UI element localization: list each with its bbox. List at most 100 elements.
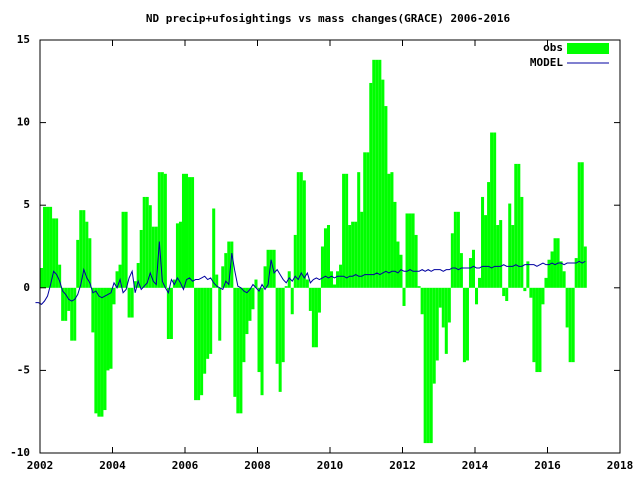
- bar: [502, 287, 506, 297]
- bar: [175, 223, 179, 288]
- bar: [366, 152, 370, 288]
- bar: [568, 287, 572, 363]
- bar: [194, 287, 198, 401]
- plot-area: [35, 59, 587, 444]
- x-tick-label: 2014: [462, 459, 489, 472]
- bar: [514, 163, 518, 288]
- bar: [136, 263, 140, 288]
- x-tick-label: 2008: [244, 459, 271, 472]
- bar: [411, 213, 415, 288]
- bar: [372, 59, 376, 288]
- bar: [326, 225, 330, 288]
- bar: [562, 271, 566, 288]
- bar: [230, 241, 234, 288]
- bar: [118, 264, 122, 288]
- x-tick-label: 2010: [317, 459, 344, 472]
- bar: [82, 210, 86, 288]
- bar: [490, 132, 494, 288]
- bar: [236, 287, 240, 414]
- bar: [290, 287, 294, 315]
- bar: [212, 208, 216, 288]
- bar: [444, 287, 448, 354]
- bar: [296, 172, 300, 288]
- bar: [49, 206, 53, 288]
- bar: [148, 205, 152, 288]
- bar: [70, 287, 74, 341]
- bar: [302, 180, 306, 288]
- bar: [245, 287, 249, 335]
- bar: [508, 203, 512, 288]
- bar: [209, 287, 213, 354]
- x-tick-label: 2006: [172, 459, 199, 472]
- y-tick-label: 15: [17, 33, 30, 46]
- y-tick-label: 10: [17, 116, 30, 129]
- bar: [408, 213, 412, 288]
- bar: [390, 172, 394, 288]
- bar: [218, 287, 222, 341]
- bar: [215, 274, 219, 288]
- chart-title: ND precip+ufosightings vs mass changes(G…: [146, 12, 511, 25]
- bar: [481, 196, 485, 288]
- bar: [535, 287, 539, 373]
- bar: [532, 287, 536, 363]
- bar: [387, 173, 391, 288]
- bar: [206, 287, 210, 359]
- x-tick-label: 2018: [607, 459, 634, 472]
- bar: [405, 213, 409, 288]
- bar: [76, 239, 80, 288]
- bar: [414, 234, 418, 288]
- bar: [142, 196, 146, 288]
- bar: [396, 241, 400, 288]
- bar: [487, 182, 491, 288]
- bar: [499, 220, 503, 288]
- bar: [61, 287, 65, 321]
- bar: [281, 287, 285, 363]
- bar: [323, 228, 327, 288]
- bar: [124, 211, 128, 288]
- bar: [266, 249, 270, 288]
- bar: [381, 79, 385, 288]
- bar: [112, 287, 116, 305]
- y-tick-label: 0: [23, 281, 30, 294]
- bar: [203, 287, 207, 374]
- bar: [456, 211, 460, 288]
- bar: [278, 287, 282, 392]
- bar: [109, 287, 113, 369]
- bar: [553, 238, 557, 288]
- bar: [541, 287, 545, 305]
- bar: [46, 206, 50, 288]
- bar: [311, 287, 315, 348]
- bar: [55, 218, 59, 288]
- bar: [447, 287, 451, 323]
- legend-swatch: [567, 43, 609, 54]
- legend-label: MODEL: [530, 56, 563, 69]
- bar: [468, 258, 472, 288]
- bar: [166, 287, 170, 340]
- y-tick-label: -10: [10, 446, 30, 459]
- bar: [43, 206, 47, 288]
- bar: [100, 287, 104, 417]
- bar: [538, 287, 542, 373]
- bar: [299, 172, 303, 288]
- x-tick-label: 2016: [534, 459, 561, 472]
- bar: [577, 162, 581, 288]
- bar: [275, 287, 279, 364]
- bar: [58, 264, 62, 288]
- bar: [272, 249, 276, 288]
- model-line: [35, 241, 586, 305]
- bar: [333, 284, 337, 288]
- bar: [526, 261, 530, 288]
- bar: [360, 211, 364, 288]
- bar: [200, 287, 204, 396]
- bar: [384, 106, 388, 288]
- bar: [97, 287, 101, 417]
- bar: [320, 246, 324, 288]
- bar: [188, 177, 192, 288]
- bar: [496, 225, 500, 288]
- bar: [103, 287, 107, 411]
- bar: [242, 287, 246, 363]
- bar: [233, 287, 237, 397]
- bar: [438, 287, 442, 308]
- bar: [462, 287, 466, 363]
